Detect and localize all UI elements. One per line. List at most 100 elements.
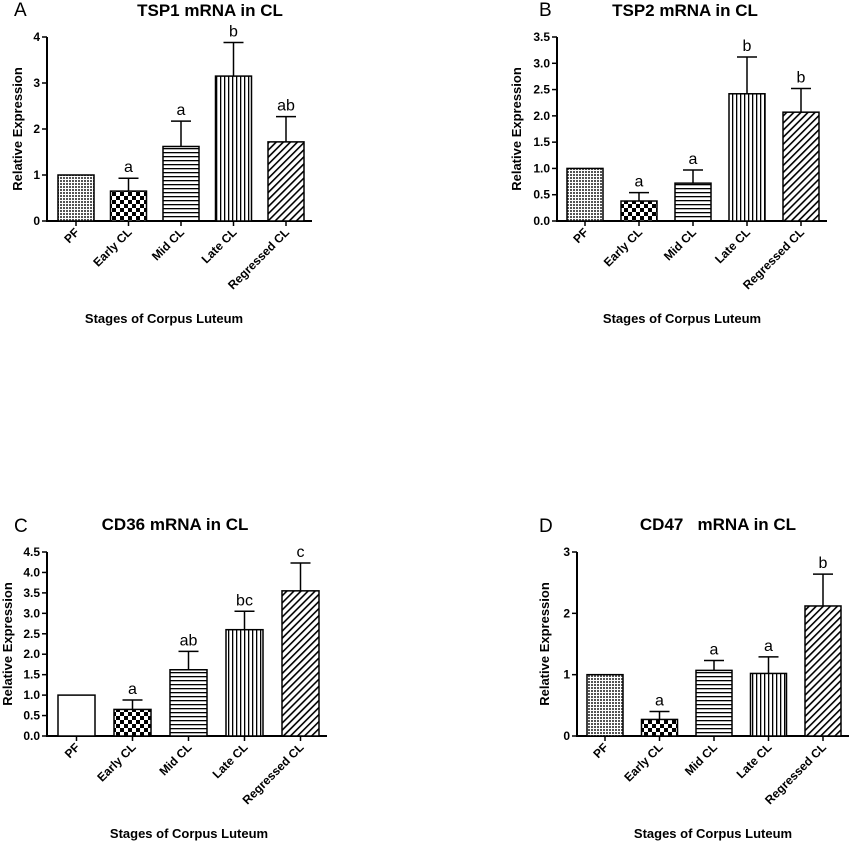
chart-title: CD36 mRNA in CL — [102, 515, 249, 534]
panel-letter: C — [14, 516, 28, 537]
y-tick-label: 2 — [33, 122, 40, 136]
panel-c: C CD36 mRNA in CL Relative Expression St… — [0, 515, 327, 841]
y-tick-label: 4.5 — [23, 545, 40, 559]
y-tick-label: 2.5 — [533, 83, 550, 97]
significance-label: b — [229, 24, 238, 41]
bar — [804, 605, 842, 737]
x-axis-label: Stages of Corpus Luteum — [634, 826, 792, 841]
x-tick-label: Mid CL — [156, 740, 194, 778]
y-tick-label: 1.0 — [533, 161, 550, 175]
x-tick-label: Early CL — [94, 740, 138, 784]
y-tick-label: 0 — [33, 214, 40, 228]
y-tick-label: 3.0 — [23, 606, 40, 620]
y-tick-label: 2.0 — [23, 647, 40, 661]
y-tick-label: 1 — [563, 668, 570, 682]
x-tick-label: Late CL — [712, 225, 753, 266]
x-axis-label: Stages of Corpus Luteum — [110, 826, 268, 841]
panel-a: A TSP1 mRNA in CL Relative Expression St… — [10, 0, 312, 326]
y-tick-label: 1 — [33, 168, 40, 182]
bar — [640, 718, 679, 737]
bar — [695, 669, 733, 737]
bar — [225, 628, 264, 737]
bar — [620, 200, 658, 222]
bar — [267, 141, 305, 222]
x-tick-label: PF — [62, 740, 83, 761]
bar — [162, 145, 200, 222]
significance-label: b — [743, 38, 752, 55]
y-tick-label: 0.0 — [533, 214, 550, 228]
x-tick-label: PF — [61, 225, 82, 246]
bar — [109, 190, 148, 222]
significance-label: a — [635, 174, 644, 191]
y-axis-label: Relative Expression — [509, 67, 524, 191]
chart-title: TSP1 mRNA in CL — [137, 1, 283, 20]
significance-label: ab — [180, 632, 198, 649]
y-tick-label: 4.0 — [23, 565, 40, 579]
panel-b: B TSP2 mRNA in CL Relative Expression St… — [509, 0, 827, 326]
significance-label: a — [710, 642, 719, 659]
significance-label: b — [819, 555, 828, 572]
bar — [169, 669, 208, 737]
y-tick-label: 2.5 — [23, 627, 40, 641]
significance-label: b — [797, 70, 806, 87]
panel-letter: A — [14, 0, 27, 21]
panel-letter: D — [539, 516, 553, 537]
y-tick-label: 2 — [563, 606, 570, 620]
panel-d: D CD47 mRNA in CL Relative Expression St… — [537, 515, 849, 841]
x-tick-label: Mid CL — [682, 740, 720, 778]
significance-label: a — [655, 692, 664, 709]
x-tick-label: PF — [570, 225, 591, 246]
significance-label: a — [128, 681, 137, 698]
y-tick-label: 3 — [563, 545, 570, 559]
y-axis-label: Relative Expression — [537, 582, 552, 706]
x-tick-label: Early CL — [601, 225, 645, 269]
significance-label: a — [124, 159, 133, 176]
y-tick-label: 0.0 — [23, 729, 40, 743]
bar — [782, 111, 820, 222]
bar — [586, 673, 624, 737]
bar — [749, 672, 788, 737]
bar — [57, 694, 96, 737]
chart-title: CD47 mRNA in CL — [640, 515, 796, 534]
y-axis-label: Relative Expression — [0, 582, 15, 706]
bar — [566, 167, 604, 222]
x-tick-label: Late CL — [210, 740, 251, 781]
bar — [281, 590, 320, 737]
x-tick-label: Late CL — [199, 225, 240, 266]
x-axis-label: Stages of Corpus Luteum — [85, 311, 243, 326]
x-tick-label: Late CL — [734, 740, 775, 781]
y-axis-label: Relative Expression — [10, 67, 25, 191]
bar — [113, 708, 152, 737]
y-tick-label: 1.0 — [23, 688, 40, 702]
y-tick-label: 2.0 — [533, 109, 550, 123]
x-tick-label: Early CL — [90, 225, 134, 269]
bar — [214, 75, 253, 222]
y-tick-label: 3.5 — [533, 30, 550, 44]
significance-label: bc — [236, 592, 253, 609]
y-tick-label: 4 — [33, 30, 40, 44]
significance-label: c — [297, 544, 305, 561]
y-tick-label: 0 — [563, 729, 570, 743]
bar — [674, 182, 712, 222]
x-tick-label: Mid CL — [149, 225, 187, 263]
x-tick-label: Early CL — [621, 740, 665, 784]
x-tick-label: Mid CL — [661, 225, 699, 263]
significance-label: ab — [277, 98, 295, 115]
y-tick-label: 0.5 — [23, 709, 40, 723]
bar — [728, 93, 766, 222]
chart-title: TSP2 mRNA in CL — [612, 1, 758, 20]
x-tick-label: PF — [590, 740, 611, 761]
y-tick-label: 1.5 — [23, 668, 40, 682]
y-tick-label: 1.5 — [533, 135, 550, 149]
significance-label: a — [689, 151, 698, 168]
y-tick-label: 3.5 — [23, 586, 40, 600]
bar — [57, 174, 95, 222]
panel-letter: B — [539, 0, 552, 21]
significance-label: a — [764, 638, 773, 655]
significance-label: a — [177, 102, 186, 119]
y-tick-label: 3 — [33, 76, 40, 90]
y-tick-label: 3.0 — [533, 56, 550, 70]
x-axis-label: Stages of Corpus Luteum — [603, 311, 761, 326]
y-tick-label: 0.5 — [533, 188, 550, 202]
